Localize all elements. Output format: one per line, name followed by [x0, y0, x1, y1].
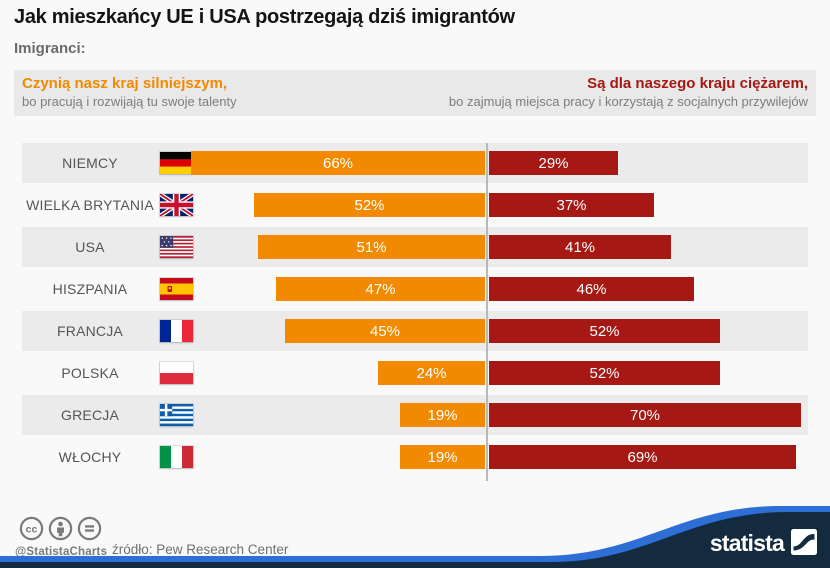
bar-value: 51%	[356, 238, 387, 256]
bar-burden: 46%	[489, 277, 694, 301]
chart-row: NIEMCY 66% 29%	[0, 143, 830, 183]
country-label: NIEMCY	[62, 155, 118, 171]
flag-poland-icon	[160, 362, 193, 384]
flag-germany-icon	[160, 152, 193, 174]
flag-usa-icon	[160, 236, 193, 258]
attribution-icon	[48, 516, 73, 541]
flag-uk-icon	[160, 194, 193, 216]
legend-left-subline: bo pracują i rozwijają tu swoje talenty	[22, 93, 237, 109]
chart-subtitle: Imigranci:	[14, 40, 86, 57]
flag-greece-icon	[160, 404, 193, 426]
bar-value: 19%	[427, 406, 458, 424]
bar-value: 46%	[576, 280, 607, 298]
country-label: HISZPANIA	[52, 281, 128, 297]
bar-value: 69%	[627, 448, 658, 466]
bar-value: 52%	[589, 322, 620, 340]
center-divider	[486, 143, 488, 481]
bar-burden: 69%	[489, 445, 796, 469]
page-title: Jak mieszkańcy UE i USA postrzegają dziś…	[14, 6, 515, 28]
bar-value: 37%	[556, 196, 587, 214]
bar-value: 29%	[538, 154, 569, 172]
bar-value: 66%	[322, 154, 354, 172]
chart-row: HISZPANIA 47% 46%	[0, 269, 830, 309]
bar-value: 24%	[416, 364, 447, 382]
svg-text:cc: cc	[26, 523, 38, 535]
license-icons: cc	[19, 516, 102, 541]
bar-stronger: 52%	[254, 193, 485, 217]
chart-row: WŁOCHY 19% 69%	[0, 437, 830, 477]
bar-stronger: 66%	[191, 151, 485, 175]
bar-stronger: 19%	[400, 403, 485, 427]
source-note: źródło: Pew Research Center	[112, 542, 289, 557]
bar-burden: 41%	[489, 235, 671, 259]
bar-value: 70%	[629, 406, 661, 424]
country-label: USA	[75, 239, 105, 255]
flag-spain-icon	[160, 278, 193, 300]
legend-right: Są dla naszego kraju ciężarem, bo zajmuj…	[449, 75, 808, 116]
bar-burden: 70%	[489, 403, 801, 427]
chart-row: USA 51% 41%	[0, 227, 830, 267]
statista-logo: statista	[710, 528, 817, 560]
diverging-bar-chart: NIEMCY 66% 29% WIELKA BRYTANIA 52% 37% USA 51% 4…	[0, 143, 830, 485]
flag-italy-icon	[160, 446, 193, 468]
no-derivatives-icon	[77, 516, 102, 541]
chart-row: WIELKA BRYTANIA 52% 37%	[0, 185, 830, 225]
bar-value: 52%	[354, 196, 385, 214]
statista-logo-text: statista	[709, 529, 785, 556]
bar-burden: 52%	[489, 361, 720, 385]
legend-left-headline: Czynią nasz kraj silniejszym,	[22, 75, 228, 92]
bar-stronger: 45%	[285, 319, 485, 343]
bar-value: 47%	[365, 280, 396, 298]
brand-swoosh	[0, 506, 830, 568]
bar-burden: 37%	[489, 193, 654, 217]
cc-icon: cc	[19, 516, 44, 541]
country-label: GRECJA	[61, 407, 119, 423]
country-label: FRANCJA	[57, 323, 123, 339]
bar-burden: 29%	[489, 151, 618, 175]
legend-right-headline: Są dla naszego kraju ciężarem,	[587, 75, 808, 92]
flag-france-icon	[160, 320, 193, 342]
country-label: WŁOCHY	[58, 449, 122, 465]
country-label: WIELKA BRYTANIA	[26, 197, 154, 213]
chart-row: POLSKA 24% 52%	[0, 353, 830, 393]
country-label: POLSKA	[61, 365, 119, 381]
chart-row: GRECJA 19% 70%	[0, 395, 830, 435]
bar-value: 19%	[427, 448, 458, 466]
credit-handle: @StatistaCharts	[15, 546, 108, 558]
bar-value: 45%	[369, 322, 401, 340]
statista-logo-mark-icon	[791, 528, 817, 560]
bar-value: 41%	[564, 238, 596, 256]
bar-stronger: 51%	[258, 235, 485, 259]
chart-row: FRANCJA 45% 52%	[0, 311, 830, 351]
legend-right-subline: bo zajmują miejsca pracy i korzystają z …	[448, 93, 808, 109]
legend-left: Czynią nasz kraj silniejszym, bo pracują…	[22, 75, 237, 116]
bar-value: 52%	[589, 364, 620, 382]
bar-stronger: 24%	[378, 361, 485, 385]
bar-stronger: 47%	[276, 277, 485, 301]
legend-strip: Czynią nasz kraj silniejszym, bo pracują…	[14, 70, 816, 116]
bar-stronger: 19%	[400, 445, 485, 469]
bar-burden: 52%	[489, 319, 720, 343]
